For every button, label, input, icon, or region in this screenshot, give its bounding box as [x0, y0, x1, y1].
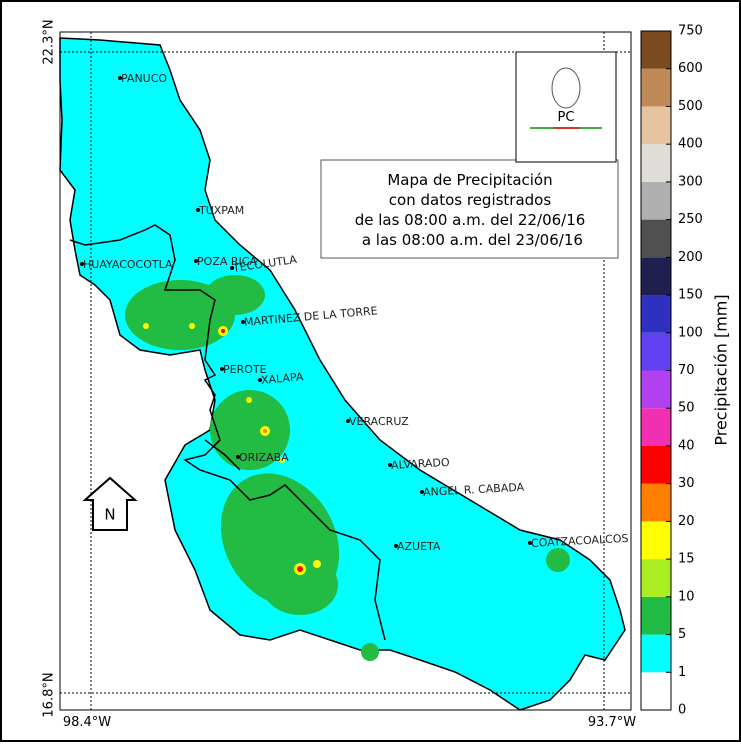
- colorbar-tick-label: 50: [678, 401, 695, 416]
- title-line: con datos registrados: [389, 191, 552, 209]
- colorbar-tick-label: 150: [678, 288, 703, 303]
- city-dot: [420, 490, 424, 494]
- logo-box: [515, 51, 617, 163]
- city-label: XALAPA: [260, 370, 304, 387]
- colorbar-segment: [641, 445, 671, 484]
- colorbar-segment: [641, 596, 671, 635]
- colorbar-tick-label: 750: [678, 24, 703, 39]
- city-dot: [118, 76, 122, 80]
- city-dot: [528, 541, 532, 545]
- colorbar-tick-label: 10: [678, 589, 695, 604]
- title: Mapa de Precipitación con datos registrad…: [355, 171, 586, 249]
- colorbar-segment: [641, 370, 671, 409]
- lon-label: 98.4°W: [63, 715, 111, 730]
- city-dot: [258, 378, 262, 382]
- colorbar-segment: [641, 68, 671, 107]
- state-precip-low: [59, 37, 626, 711]
- colorbar-tick-label: 40: [678, 438, 695, 453]
- city-dot: [394, 544, 398, 548]
- logo-emblem: [530, 67, 602, 129]
- colorbar-tick-label: 400: [678, 137, 703, 152]
- colorbar-tick-label: 100: [678, 325, 703, 340]
- colorbar-segment: [641, 559, 671, 597]
- colorbar-tick-label: 30: [678, 476, 695, 491]
- city-dot: [230, 266, 234, 270]
- title-line: Mapa de Precipitación: [387, 171, 552, 189]
- colorbar-tick-label: 70: [678, 363, 695, 378]
- city-dot: [220, 367, 224, 371]
- city-label: COATZACOALCOS: [531, 532, 629, 550]
- city-dot: [346, 419, 350, 423]
- colorbar: 0151015203040507010015020025030040050060…: [640, 24, 703, 718]
- colorbar-segment: [641, 219, 671, 258]
- north-arrow: [82, 476, 138, 531]
- colorbar-tick-label: 250: [678, 212, 703, 227]
- colorbar-tick-label: 200: [678, 250, 703, 265]
- colorbar-label: Precipitación [mm]: [712, 294, 731, 445]
- colorbar-tick-label: 300: [678, 174, 703, 189]
- colorbar-tick-label: 600: [678, 61, 703, 76]
- title-line: de las 08:00 a.m. del 22/06/16: [355, 211, 586, 229]
- colorbar-segment: [641, 408, 671, 446]
- city-dot: [194, 259, 198, 263]
- colorbar-segment: [641, 634, 671, 673]
- precip-5-10: [125, 275, 570, 661]
- title-line: a las 08:00 a.m. del 23/06/16: [357, 231, 583, 249]
- city-label: HUAYACOCOTLA: [83, 258, 173, 271]
- city-label: ANGEL R. CABADA: [423, 481, 525, 499]
- colorbar-tick-label: 15: [678, 552, 695, 567]
- colorbar-segment: [641, 144, 671, 182]
- colorbar-tick-label: 500: [678, 99, 703, 114]
- colorbar-segment: [641, 31, 671, 69]
- colorbar-segment: [641, 672, 671, 710]
- city-label: ORIZABA: [239, 451, 289, 464]
- city-label: POZA RICA: [197, 255, 257, 268]
- colorbar-segment: [641, 521, 671, 560]
- colorbar-segment: [641, 332, 671, 371]
- city-label: AZUETA: [397, 540, 441, 553]
- colorbar-segment: [641, 295, 671, 333]
- city-dot: [80, 262, 84, 266]
- city-label: PEROTE: [223, 363, 267, 376]
- city-label: TUXPAM: [198, 204, 244, 217]
- city-label: VERACRUZ: [349, 415, 409, 428]
- precip-spots: [143, 323, 321, 575]
- colorbar-tick-label: 1: [678, 665, 686, 680]
- colorbar-segment: [641, 106, 671, 145]
- colorbar-segment: [641, 257, 671, 296]
- lon-label: 93.7°W: [588, 715, 636, 730]
- borders: [69, 224, 386, 641]
- colorbar-tick-label: 0: [678, 703, 686, 718]
- city-dot: [236, 455, 240, 459]
- city-label: PANUCO: [121, 72, 167, 85]
- lat-label: 22.3°N: [42, 19, 57, 64]
- north-label: N: [104, 506, 115, 524]
- lat-label: 16.8°N: [42, 672, 57, 717]
- city-label: ALVARADO: [391, 456, 451, 472]
- colorbar-tick-label: 5: [678, 627, 686, 642]
- city-dot: [196, 208, 200, 212]
- city-dot: [241, 320, 245, 324]
- logo-text: PC: [558, 110, 575, 125]
- colorbar-tick-label: 20: [678, 514, 695, 529]
- city-dot: [388, 463, 392, 467]
- colorbar-segment: [641, 483, 671, 522]
- title-box: [320, 159, 619, 259]
- colorbar-segment: [641, 181, 671, 220]
